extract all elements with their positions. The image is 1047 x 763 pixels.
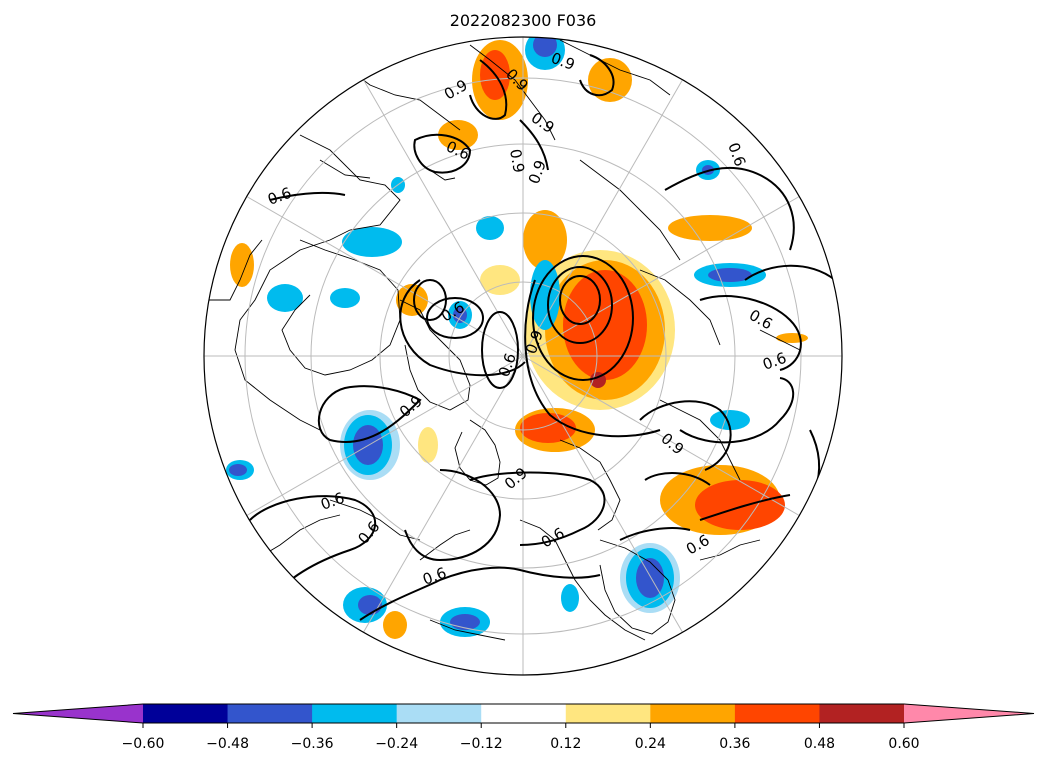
anomaly-blob [330, 288, 360, 308]
anomaly-blob [453, 307, 467, 323]
colorbar-tick-label: 0.24 [635, 736, 666, 752]
colorbar-tick-label: 0.36 [719, 736, 750, 752]
colorbar-tick-label: 0.12 [550, 736, 581, 752]
colorbar-tick-label: −0.60 [122, 736, 165, 752]
colorbar-tick-label: −0.48 [206, 736, 249, 752]
colorbar-extend-high [904, 704, 1034, 723]
anomaly-blob [480, 265, 520, 295]
graticule [204, 37, 842, 675]
meridian-line [363, 79, 524, 357]
anomaly-blob [561, 584, 579, 612]
colorbar-band [396, 704, 482, 723]
anomaly-blob [520, 413, 576, 443]
colorbar-band [565, 704, 651, 723]
anomaly-blob [267, 284, 303, 312]
colorbar-tick-label: −0.36 [291, 736, 334, 752]
meridian-line [522, 79, 683, 357]
colorbar [12, 703, 1035, 724]
map-boundary [203, 36, 843, 676]
plot-title: 2022082300 F036 [450, 11, 597, 30]
colorbar-tick-label: −0.24 [375, 736, 418, 752]
anomaly-blob [530, 260, 560, 330]
meridian-line [363, 355, 524, 633]
colorbar-ticks: −0.60 −0.48 −0.36 −0.24 −0.12 0.12 0.24 0.36 0.4… [122, 723, 920, 752]
colorbar-extend-low [13, 704, 143, 723]
anomaly-blob [668, 215, 752, 241]
anomaly-blob [396, 284, 428, 316]
meridian-line [522, 196, 800, 357]
colorbar-tick-label: 0.60 [888, 736, 919, 752]
anomaly-blob [438, 120, 478, 150]
anomaly-blob [523, 210, 567, 270]
anomaly-blob [342, 227, 402, 257]
anomaly-blob [533, 37, 557, 57]
anomaly-blob [229, 464, 247, 476]
colorbar-tick-label: −0.12 [460, 736, 503, 752]
anomaly-blob [383, 611, 407, 639]
anomaly-blob [708, 268, 752, 282]
anomaly-blob [358, 595, 382, 615]
colorbar-band [481, 704, 567, 723]
contour-label: 0.9 [506, 148, 528, 175]
anomaly-fills [226, 37, 808, 639]
meridian-line [246, 355, 524, 516]
map-disc: 0.9 0.9 0.9 0.9 0.9 0.6 0.9 0.6 0.6 0.6 … [204, 37, 842, 675]
anomaly-blob [710, 410, 750, 430]
colorbar-band [734, 704, 820, 723]
colorbar-band [650, 704, 736, 723]
anomaly-blob [476, 216, 504, 240]
colorbar-tick-label: 0.48 [804, 736, 835, 752]
colorbar-band [312, 704, 398, 723]
contour-lines [249, 54, 836, 621]
colorbar-band [227, 704, 313, 723]
colorbar-band [819, 704, 905, 723]
anomaly-blob [588, 58, 632, 102]
anomaly-blob [563, 270, 647, 380]
anomaly-blob [418, 427, 438, 463]
anomaly-blob [230, 243, 254, 287]
anomaly-blob [776, 333, 808, 343]
anomaly-blob [695, 480, 785, 530]
meridian-line [522, 355, 800, 516]
colorbar-band [143, 704, 229, 723]
